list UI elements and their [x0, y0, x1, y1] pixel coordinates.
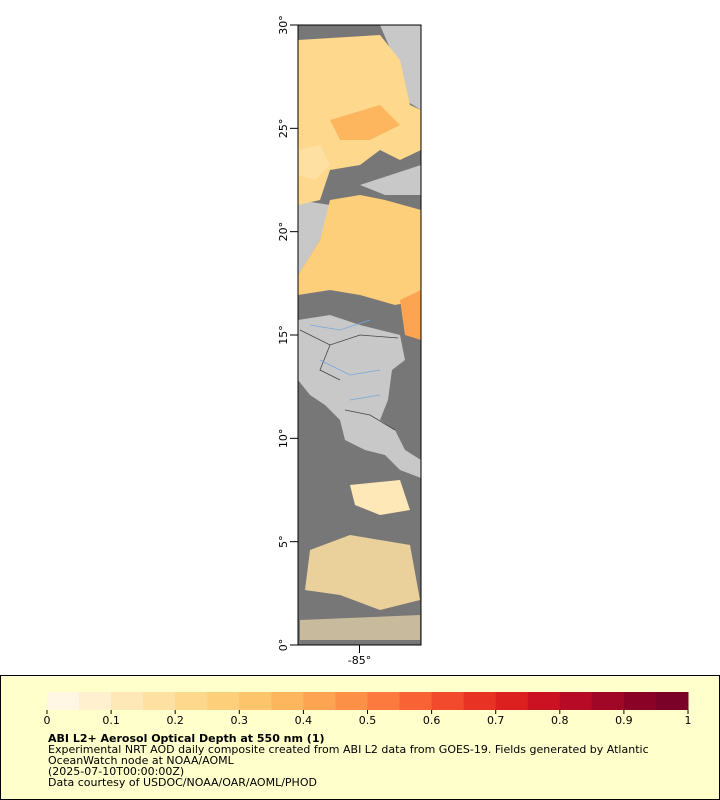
colorbar-swatch — [271, 692, 304, 710]
x-tick-label: -85° — [348, 654, 371, 667]
colorbar-swatch — [47, 692, 80, 710]
colorbar-tick-label: 0.1 — [102, 714, 120, 727]
colorbar-tick-label: 0.2 — [166, 714, 184, 727]
colorbar-swatch — [527, 692, 561, 710]
colorbar-swatch — [463, 692, 497, 710]
colorbar-tick-label: 0.8 — [551, 714, 569, 727]
colorbar-tick-label: 0.3 — [231, 714, 249, 727]
colorbar-swatch — [175, 692, 208, 710]
colorbar-swatch — [431, 692, 465, 710]
colorbar-tick-label: 0.7 — [487, 714, 505, 727]
y-tick-label: 20° — [277, 222, 290, 242]
y-tick-label: 5° — [277, 535, 290, 548]
legend-line: Data courtesy of USDOC/NOAA/OAR/AOML/PHO… — [48, 776, 317, 789]
y-tick-label: 0° — [277, 639, 290, 652]
legend-line: Experimental NRT AOD daily composite cre… — [48, 743, 649, 756]
legend-line: OceanWatch node at NOAA/AOML — [48, 754, 235, 767]
colorbar-tick-label: 0.4 — [295, 714, 313, 727]
colorbar-swatch — [399, 692, 433, 710]
y-tick-label: 10° — [277, 429, 290, 449]
colorbar-swatch — [655, 692, 689, 710]
colorbar-swatch — [111, 692, 144, 710]
y-tick-label: 15° — [277, 325, 290, 345]
colorbar-swatch — [367, 692, 401, 710]
colorbar-swatch — [303, 692, 336, 710]
colorbar-swatch — [559, 692, 593, 710]
colorbar-tick-label: 1 — [685, 714, 692, 727]
y-tick-label: 25° — [277, 119, 290, 139]
colorbar-tick-label: 0.5 — [359, 714, 377, 727]
colorbar-swatch — [335, 692, 368, 710]
colorbar-swatch — [239, 692, 272, 710]
colorbar-swatch — [591, 692, 625, 710]
map-image — [298, 25, 421, 645]
colorbar-tick-label: 0 — [44, 714, 51, 727]
colorbar-tick-label: 0.6 — [423, 714, 441, 727]
y-tick-label: 30° — [277, 15, 290, 35]
colorbar-swatch — [495, 692, 529, 710]
colorbar-swatch — [143, 692, 176, 710]
colorbar-swatch — [623, 692, 657, 710]
colorbar-swatch — [79, 692, 112, 710]
colorbar-tick-label: 0.9 — [615, 714, 633, 727]
legend-title: ABI L2+ Aerosol Optical Depth at 550 nm … — [48, 732, 325, 745]
colorbar-swatch — [207, 692, 240, 710]
legend-line: (2025-07-10T00:00:00Z) — [48, 765, 184, 778]
